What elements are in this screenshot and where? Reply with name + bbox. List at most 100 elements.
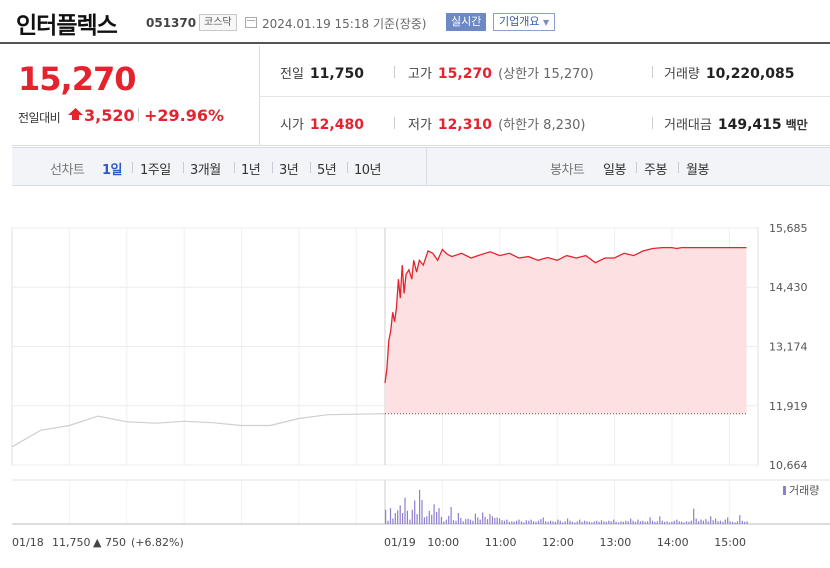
period-1d[interactable]: 1일 <box>102 163 123 178</box>
y-tick-label: 11,919 <box>769 400 808 413</box>
volume-bar <box>717 521 719 524</box>
volume-bar <box>513 521 515 524</box>
volume-bar <box>540 519 542 524</box>
divider <box>652 117 653 129</box>
volume-bar <box>698 521 700 524</box>
x-tick-label: 01/19 <box>384 536 416 549</box>
volume-bar <box>535 521 537 524</box>
volume-bar <box>649 517 651 524</box>
volume-bar <box>676 519 678 524</box>
volume-bar <box>690 520 692 524</box>
open-cell: 시가 12,480 <box>280 114 364 133</box>
volume-bar <box>571 521 573 524</box>
low-value: 12,310 <box>437 117 492 133</box>
volume-bar <box>467 518 469 524</box>
period-10y[interactable]: 10년 <box>354 163 382 178</box>
volume-bar <box>433 504 435 524</box>
company-overview-dropdown[interactable]: 기업개요 ▼ <box>493 13 556 31</box>
volume-bar <box>520 521 523 524</box>
volume-bar <box>651 520 654 524</box>
volume-bar <box>416 514 418 524</box>
volume-bar <box>525 520 527 524</box>
volume-bar <box>518 519 520 524</box>
volume-bar <box>479 519 481 524</box>
volume-bar <box>700 519 702 524</box>
period-1w[interactable]: 1주일 <box>140 163 171 178</box>
volume-bar <box>537 520 540 524</box>
realtime-button[interactable]: 실시간 <box>446 13 487 31</box>
volume-bar <box>688 521 690 524</box>
volume-bar <box>426 516 428 524</box>
divider <box>310 162 311 173</box>
volume-bar <box>489 514 491 524</box>
volume-bar <box>617 522 620 524</box>
volume-bar <box>419 490 421 524</box>
period-3m[interactable]: 3개월 <box>190 163 221 178</box>
change-percent: +29.96% <box>144 106 225 125</box>
volume-bar <box>472 520 474 524</box>
volume-bar <box>409 519 411 524</box>
volume-bar <box>632 520 634 524</box>
company-overview-label: 기업개요 <box>499 15 540 28</box>
prev-close-cell: 전일 11,750 <box>280 63 364 82</box>
volume-label: 거래량 <box>664 67 700 82</box>
volume-bar <box>482 512 484 524</box>
divider <box>394 117 395 129</box>
prev-day-date: 01/18 <box>12 536 44 549</box>
candle-weekly[interactable]: 주봉 <box>644 163 667 178</box>
volume-bar <box>625 520 627 524</box>
trade-amount-unit: 백만 <box>785 118 808 132</box>
volume-bar <box>615 521 617 524</box>
trade-amount-label: 거래대금 <box>664 118 712 133</box>
volume-bar <box>562 522 564 524</box>
volume-bar <box>576 521 578 524</box>
candle-monthly[interactable]: 월봉 <box>686 163 709 178</box>
volume-bar <box>734 522 736 524</box>
period-3y[interactable]: 3년 <box>279 163 299 178</box>
period-5y[interactable]: 5년 <box>317 163 337 178</box>
low-label: 저가 <box>408 118 432 133</box>
line-chart-label: 선차트 <box>50 163 85 178</box>
volume-bar <box>661 520 663 524</box>
calendar-icon <box>245 17 257 28</box>
volume-bar <box>588 521 590 524</box>
volume-bar <box>642 520 644 524</box>
volume-bar <box>630 518 632 524</box>
volume-bar <box>402 513 404 524</box>
volume-bar <box>707 521 709 524</box>
volume-bar <box>719 520 721 524</box>
volume-bar <box>389 508 392 524</box>
open-label: 시가 <box>280 118 304 133</box>
volume-bar <box>457 513 459 524</box>
volume-bar <box>443 521 445 524</box>
volume-bar <box>523 522 525 524</box>
volume-bar <box>702 520 704 524</box>
volume-bar <box>559 520 561 524</box>
volume-bar <box>579 519 581 524</box>
period-1y[interactable]: 1년 <box>241 163 261 178</box>
current-price: 15,270 <box>18 60 136 98</box>
volume-bar <box>695 518 697 524</box>
change-label: 전일대비 <box>18 111 61 125</box>
divider <box>234 162 235 173</box>
volume-bar <box>542 517 544 524</box>
upper-limit: (상한가 15,270) <box>498 67 594 82</box>
divider <box>138 108 139 122</box>
volume-bar <box>659 516 661 524</box>
volume-bar <box>567 518 569 524</box>
volume-bar <box>503 520 506 524</box>
quote-datetime: 2024.01.19 15:18 기준(장중) <box>262 15 426 32</box>
datetime-value: 2024.01.19 15:18 <box>262 17 370 31</box>
volume-bar <box>545 521 547 524</box>
volume-bar <box>399 505 401 524</box>
volume-bar <box>438 508 440 524</box>
volume-bar <box>673 520 675 524</box>
candle-daily[interactable]: 일봉 <box>603 163 626 178</box>
volume-bar <box>608 520 610 524</box>
volume-bar <box>741 520 743 524</box>
up-arrow-icon <box>68 108 83 120</box>
volume-bar <box>683 522 685 524</box>
divider <box>394 66 395 78</box>
period-toolbar: 선차트 1일 1주일 3개월 1년 3년 5년 10년 봉차트 일봉 주봉 월봉 <box>12 147 830 186</box>
volume-bar <box>474 513 476 524</box>
